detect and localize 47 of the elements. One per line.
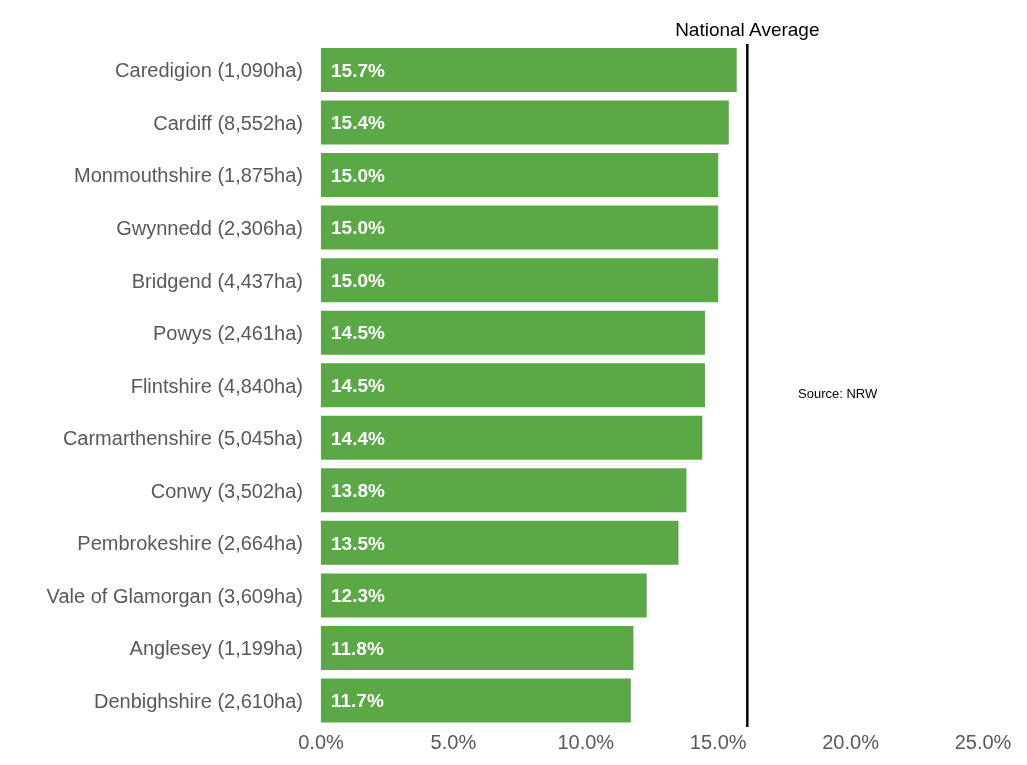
data-label: 14.5% [331,374,385,396]
bar [321,205,719,250]
annotation: Source: NRW [798,386,878,401]
y-tick-label: Denbighshire (2,610ha) [93,689,303,712]
y-tick-label: Anglesey (1,199ha) [129,637,303,660]
bar [321,625,634,670]
data-label: 13.8% [331,480,385,502]
data-label: 11.7% [331,690,384,712]
y-tick-label: Carmarthenshire (5,045ha) [62,427,303,450]
data-label: 15.4% [331,112,385,134]
data-label: 14.5% [331,322,385,344]
y-tick-label: Flintshire (4,840ha) [130,374,303,397]
data-label: 15.0% [331,217,385,239]
x-tick-label: 0.0% [298,731,345,754]
data-label: 12.3% [331,585,385,607]
y-tick-label: Conwy (3,502ha) [150,479,303,502]
data-label: 15.7% [331,59,385,81]
data-label: 15.0% [331,269,385,291]
x-tick-label: 25.0% [954,731,1012,754]
y-tick-label: Cardiff (8,552ha) [153,111,303,134]
y-tick-label: Bridgend (4,437ha) [131,269,303,292]
bar [321,258,719,303]
bar [321,468,687,513]
data-label: 13.5% [331,532,385,554]
data-label: 14.4% [331,427,385,449]
data-label: 11.8% [331,637,384,659]
y-tick-label: Monmouthshire (1,875ha) [73,164,303,187]
ref-line-label: National Average [675,19,820,40]
bar [321,48,737,92]
y-tick-label: Powys (2,461ha) [152,322,303,345]
bar [321,520,679,565]
x-tick-label: 5.0% [430,731,477,754]
x-tick-label: 20.0% [822,731,880,754]
bar [321,678,631,723]
x-tick-label: 10.0% [557,731,615,754]
y-tick-label: Gwynnedd (2,306ha) [116,216,303,239]
y-tick-label: Caredigion (1,090ha) [115,59,303,82]
bar [321,363,705,408]
y-tick-label: Vale of Glamorgan (3,609ha) [46,584,303,607]
bar [321,310,705,355]
bar [321,415,703,460]
y-tick-label: Pembrokeshire (2,664ha) [77,532,303,555]
bar [321,573,647,618]
x-tick-label: 15.0% [689,731,747,754]
bar [321,100,729,145]
data-label: 15.0% [331,164,385,186]
bar [321,153,719,198]
